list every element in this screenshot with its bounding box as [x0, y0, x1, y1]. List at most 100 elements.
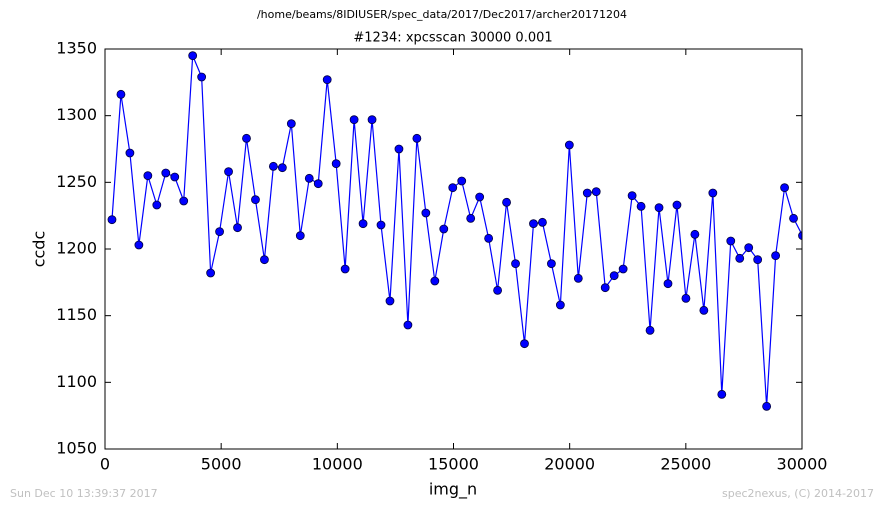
data-point [771, 251, 781, 261]
x-tick-label: 5000 [201, 455, 242, 474]
data-point [268, 161, 278, 171]
data-point [744, 243, 754, 253]
data-point [457, 176, 467, 186]
data-point [502, 197, 511, 207]
data-point [681, 293, 691, 303]
data-point [385, 296, 395, 306]
y-axis-label: ccdc [30, 231, 49, 268]
data-point [564, 140, 574, 150]
data-point [699, 305, 709, 315]
y-tick-label: 1150 [56, 305, 97, 324]
data-point [286, 119, 296, 129]
data-point [708, 188, 718, 198]
data-point [529, 219, 538, 229]
data-point [538, 217, 547, 227]
data-point [735, 253, 745, 263]
data-point [295, 231, 305, 241]
data-point [618, 264, 628, 274]
data-point [690, 229, 700, 239]
x-axis-label: img_n [429, 480, 477, 500]
data-point [475, 192, 485, 202]
chart-title: #1234: xpcsscan 30000 0.001 [353, 31, 552, 46]
data-point [349, 115, 359, 125]
data-point [636, 201, 646, 211]
data-point [762, 401, 772, 411]
data-point [251, 195, 260, 205]
data-point [573, 273, 583, 283]
plot-area: 0 5000 10000 15000 20000 25000 30000 1050 1100 11… [56, 39, 827, 474]
data-point [367, 115, 377, 125]
data-point [134, 240, 144, 250]
chart-header: /home/beams/8IDIUSER/spec_data/2017/Dec2… [257, 8, 627, 21]
x-tick-label: 10000 [312, 455, 363, 474]
y-tick-label: 1350 [56, 39, 97, 58]
data-point [206, 268, 216, 278]
footer-left: Sun Dec 10 13:39:37 2017 [10, 487, 158, 500]
data-point [798, 231, 802, 241]
data-point [609, 271, 619, 281]
data-point [170, 172, 180, 182]
data-point [313, 179, 323, 189]
data-point [152, 200, 162, 210]
data-point [654, 203, 664, 213]
data-point [520, 339, 529, 349]
data-point [448, 183, 458, 193]
plot-frame [104, 48, 803, 450]
data-point [780, 183, 789, 193]
data-point [672, 200, 682, 210]
data-point [188, 51, 198, 61]
data-point [215, 227, 224, 237]
data-point [304, 173, 314, 183]
data-point [600, 283, 610, 293]
data-point [233, 223, 242, 233]
data-point [358, 219, 368, 229]
data-point [331, 159, 341, 169]
data-point [179, 196, 189, 206]
y-tick-label: 1250 [56, 172, 97, 191]
data-point [394, 144, 404, 154]
x-tick-label: 0 [100, 455, 110, 474]
data-point [277, 163, 287, 173]
y-tick-label: 1200 [56, 239, 97, 258]
data-point [439, 224, 449, 234]
data-point [143, 171, 153, 181]
data-point [582, 188, 592, 198]
data-point [717, 389, 727, 399]
data-point [466, 213, 476, 223]
y-tick-label: 1300 [56, 105, 97, 124]
data-point [430, 276, 440, 286]
data-point [197, 72, 207, 82]
data-point [753, 255, 763, 265]
data-point [322, 75, 332, 85]
data-point [161, 168, 171, 178]
data-point [627, 191, 637, 201]
data-point [645, 325, 655, 335]
data-point [493, 285, 502, 295]
data-point [116, 89, 126, 99]
data-point [511, 259, 520, 269]
data-point [260, 255, 269, 265]
data-point [421, 208, 431, 218]
data-point [591, 187, 601, 197]
data-point [663, 279, 673, 289]
y-tick-label: 1050 [56, 439, 97, 458]
data-point [484, 233, 494, 243]
data-point [376, 220, 386, 230]
data-point [412, 133, 422, 143]
data-point [726, 236, 736, 246]
data-point [340, 264, 350, 274]
x-tick-label: 25000 [660, 455, 711, 474]
x-tick-label: 30000 [777, 455, 828, 474]
data-point [125, 148, 135, 158]
data-point [547, 259, 556, 269]
x-tick-label: 15000 [428, 455, 479, 474]
data-line [111, 55, 802, 407]
data-point [403, 320, 413, 330]
x-tick-label: 20000 [544, 455, 595, 474]
footer-right: spec2nexus, (C) 2014-2017 [722, 487, 874, 500]
y-tick-label: 1100 [56, 372, 97, 391]
data-point [242, 133, 251, 143]
data-point [224, 167, 233, 177]
